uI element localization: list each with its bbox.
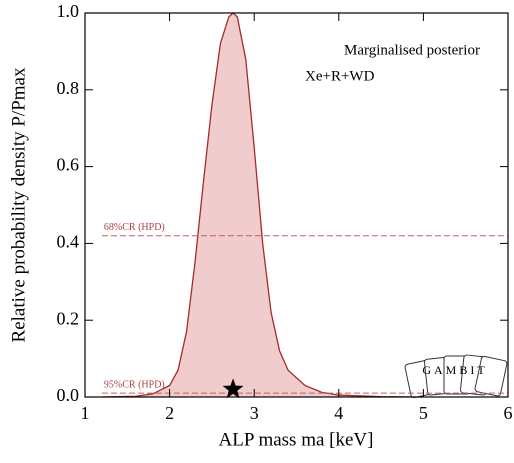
y-tick-label: 0.4 [57, 232, 80, 252]
posterior-line [101, 12, 424, 398]
logo: GAMBIT [404, 354, 508, 399]
hpd-label: 68%CR (HPD) [104, 222, 165, 233]
x-tick-label: 1 [81, 403, 90, 423]
y-axis-label: Relative probability density P/Pmax [8, 67, 29, 342]
logo-text: GAMBIT [422, 363, 487, 377]
x-tick-label: 4 [334, 403, 343, 423]
y-tick-label: 0.2 [57, 308, 80, 328]
x-tick-label: 3 [250, 403, 259, 423]
x-tick-label: 5 [419, 403, 428, 423]
hpd-label: 95%CR (HPD) [104, 379, 165, 390]
best-fit-star [222, 378, 244, 399]
y-tick-label: 0.0 [57, 385, 80, 405]
plot-area [101, 12, 424, 398]
annotation: Marginalised posterior [344, 42, 480, 58]
x-tick-label: 2 [165, 403, 174, 423]
area-fill [101, 13, 424, 397]
x-axis-label: ALP mass ma [keV] [219, 429, 374, 450]
y-tick-label: 0.8 [57, 78, 80, 98]
x-tick-label: 6 [504, 403, 513, 423]
annotation: Xe+R+WD [305, 68, 375, 84]
axes-frame [84, 12, 509, 398]
y-tick-label: 1.0 [57, 1, 80, 21]
y-tick-label: 0.6 [57, 155, 80, 175]
